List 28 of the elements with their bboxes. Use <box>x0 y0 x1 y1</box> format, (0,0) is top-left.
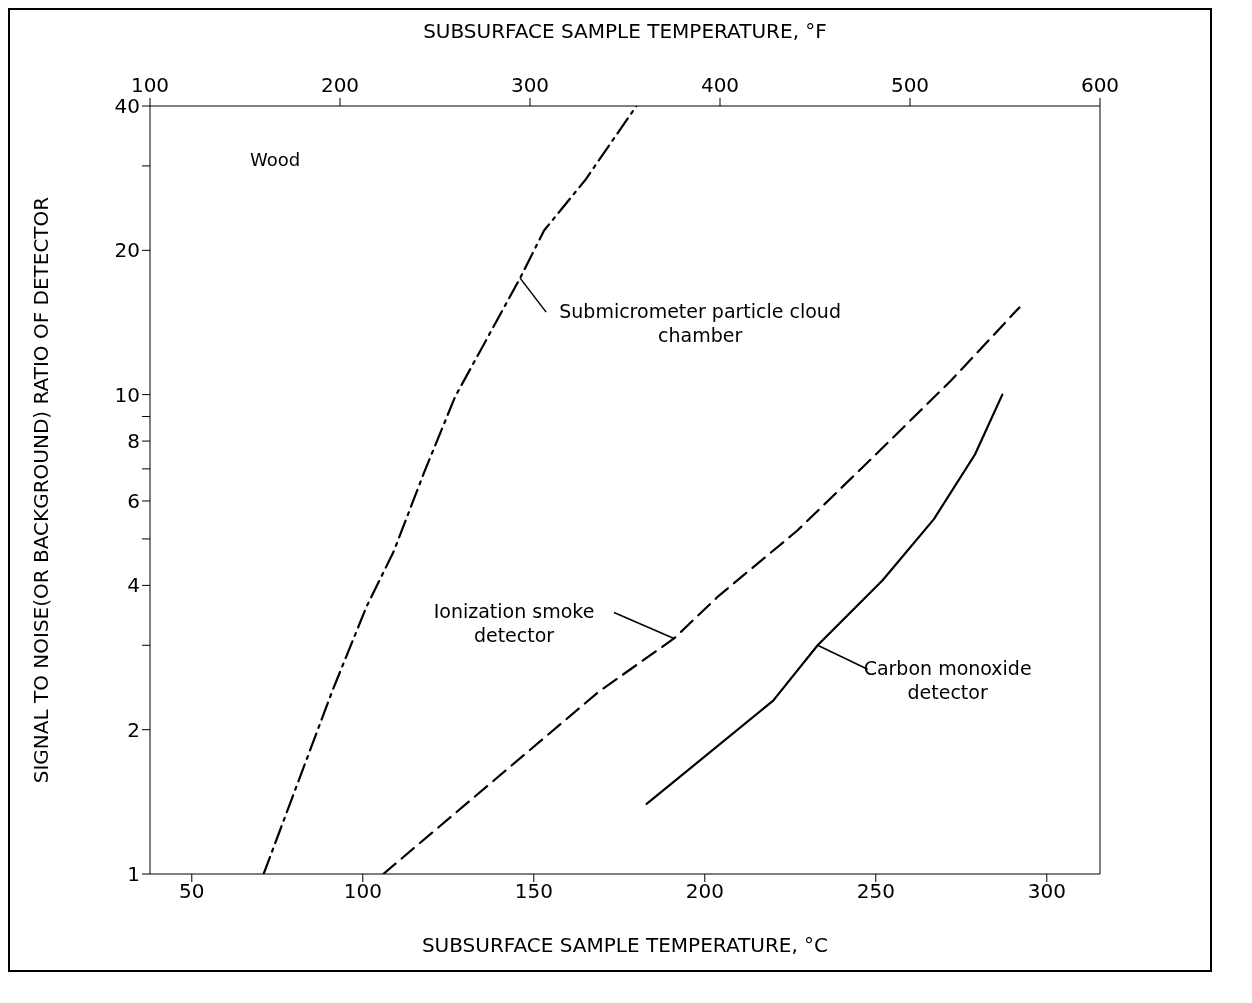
x2-axis-title: SUBSURFACE SAMPLE TEMPERATURE, °F <box>423 19 827 43</box>
x2-tick-label: 600 <box>1080 73 1120 97</box>
x2-tick-label: 500 <box>890 73 930 97</box>
y-tick-label: 1 <box>127 862 140 887</box>
text: Submicrometer particle cloud chamber <box>559 300 841 347</box>
y-tick-label: 40 <box>114 94 140 119</box>
y-tick-label: 10 <box>114 382 140 407</box>
y-tick-label: 2 <box>127 717 140 742</box>
x2-tick-label: 200 <box>320 73 360 97</box>
legend-label: Carbon monoxide detector <box>863 657 1032 704</box>
x-tick-label: 150 <box>514 879 553 904</box>
text: Ionization smoke detector <box>433 600 595 647</box>
y-tick-label: 6 <box>127 489 140 514</box>
y-tick-label: 8 <box>127 429 140 454</box>
x2-tick-label: 300 <box>510 73 550 97</box>
annotation: Wood <box>250 149 301 170</box>
x-tick-label: 100 <box>343 879 382 904</box>
x-axis-title: SUBSURFACE SAMPLE TEMPERATURE, °C <box>421 933 829 957</box>
x-tick-label: 300 <box>1027 879 1066 904</box>
y-axis-title: SIGNAL TO NOISE(OR BACKGROUND) RATIO OF DETECTOR <box>29 196 53 784</box>
x-tick-label: 50 <box>179 879 205 904</box>
x2-tick-label: 400 <box>700 73 740 97</box>
x-tick-label: 250 <box>856 879 895 904</box>
figure-frame: 50 100 150 200 250 300 1 2 4 6 8 10 20 40 100 200 300 400 500 600 SUBSURFACE SAMPLE TEMPERATURE, °F SUBSURFACE SAMPLE TEMPERATURE, °C SIGNAL TO NOISE(OR BACKGROUND) RATIO OF DETECTOR Wood Submicrometer particle cloud chamber Ionization smoke detector Carbon monoxide detector <box>8 8 1212 972</box>
y-tick-label: 20 <box>114 238 140 263</box>
x2-tick-label: 100 <box>130 73 170 97</box>
y-tick-label: 4 <box>127 573 140 598</box>
x-tick-label: 200 <box>685 879 724 904</box>
